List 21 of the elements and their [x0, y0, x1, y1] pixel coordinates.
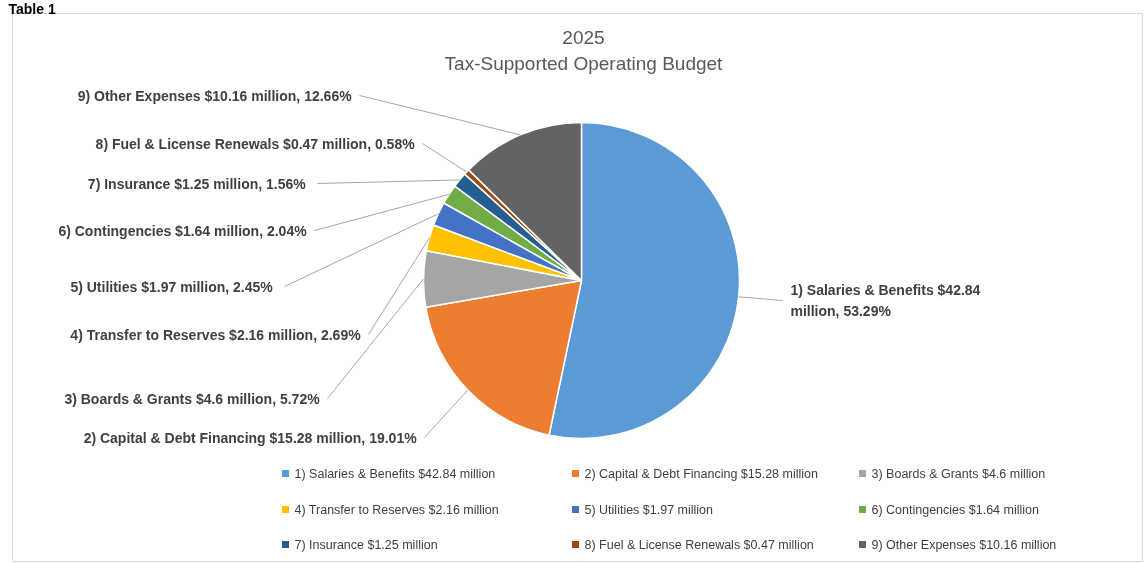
legend-label: 1) Salaries & Benefits $42.84 million — [294, 466, 496, 481]
data-label: 5) Utilities $1.97 million, 2.45% — [70, 278, 274, 295]
data-label: 4) Transfer to Reserves $2.16 million, 2.69% — [70, 326, 362, 343]
data-label: 9) Other Expenses $10.16 million, 12.66% — [77, 87, 353, 104]
data-label: 8) Fuel & License Renewals $0.47 million, 0.58% — [95, 135, 416, 152]
data-label: 2) Capital & Debt Financing $15.28 million, 19.01% — [83, 429, 418, 446]
data-label: 6) Contingencies $1.64 million, 2.04% — [58, 222, 308, 239]
legend-label: 4) Transfer to Reserves $2.16 million — [294, 502, 499, 517]
chart-subtitle: Tax-Supported Operating Budget — [444, 53, 724, 74]
chart-title: 2025 — [562, 27, 605, 48]
legend-label: 3) Boards & Grants $4.6 million — [871, 466, 1046, 481]
legend-label: 7) Insurance $1.25 million — [294, 537, 438, 552]
data-label: 1) Salaries & Benefits $42.84 million, 53.29% — [790, 281, 981, 320]
legend-label: 5) Utilities $1.97 million — [584, 502, 714, 517]
legend-label: 9) Other Expenses $10.16 million — [871, 537, 1057, 552]
legend-label: 2) Capital & Debt Financing $15.28 million — [584, 466, 819, 481]
data-label: 7) Insurance $1.25 million, 1.56% — [87, 175, 307, 192]
legend-label: 6) Contingencies $1.64 million — [871, 502, 1039, 517]
data-label: 3) Boards & Grants $4.6 million, 5.72% — [64, 390, 321, 407]
caption: Table 1 — [8, 0, 56, 17]
legend-label: 8) Fuel & License Renewals $0.47 million — [584, 537, 814, 552]
